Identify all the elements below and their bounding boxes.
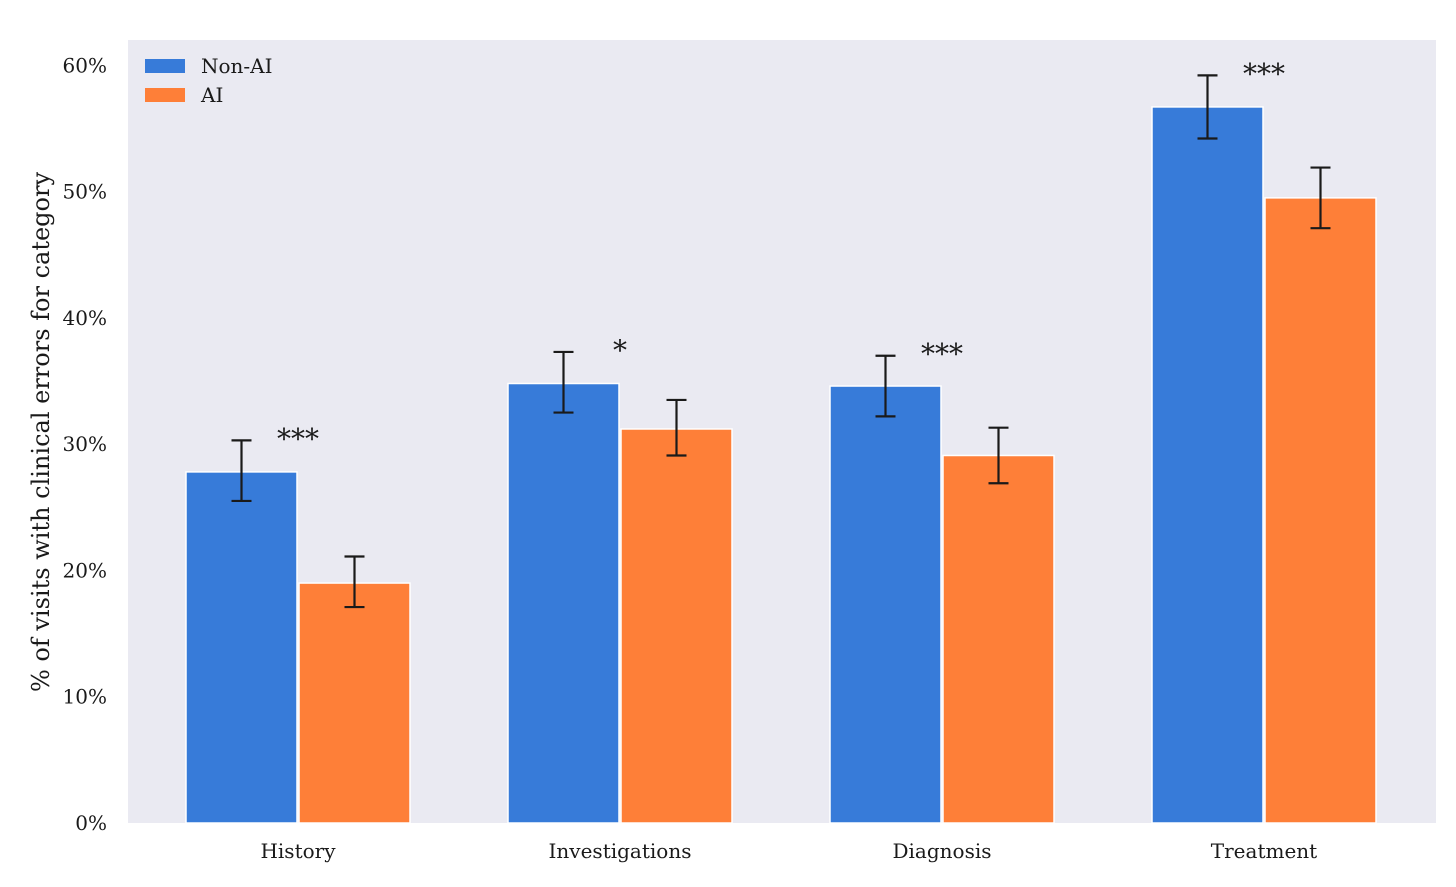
legend-item-ai[interactable]: AI <box>145 83 223 107</box>
bar-ai-history <box>298 582 411 824</box>
errorbar-non-ai-diagnosis <box>875 354 896 418</box>
errorbar-ai-history <box>344 555 365 609</box>
bar-non-ai-history <box>185 471 298 824</box>
legend-swatch <box>145 88 185 102</box>
errorbar-non-ai-treatment <box>1197 74 1218 140</box>
legend-item-non-ai[interactable]: Non-AI <box>145 54 273 78</box>
bars-layer <box>185 106 1377 824</box>
legend[interactable]: Non-AI AI <box>145 54 273 107</box>
y-tick-label-30: 30% <box>63 432 107 456</box>
x-axis: History Investigations Diagnosis Treatment <box>260 839 1317 863</box>
errorbar-non-ai-history <box>231 439 252 503</box>
significance-marker-treatment: *** <box>1243 57 1285 90</box>
legend-label: AI <box>200 83 223 107</box>
bar-ai-treatment <box>1264 197 1377 824</box>
y-tick-label-50: 50% <box>63 180 107 204</box>
y-axis: 0% 10% 20% 30% 40% 50% 60% <box>63 53 107 835</box>
y-tick-label-40: 40% <box>63 306 107 330</box>
y-tick-label-60: 60% <box>63 53 107 77</box>
legend-swatch <box>145 59 185 73</box>
bar-ai-investigations <box>620 428 733 824</box>
errorbars-layer <box>231 74 1331 609</box>
y-tick-label-20: 20% <box>63 558 107 582</box>
x-tick-label-investigations: Investigations <box>549 839 692 863</box>
bar-non-ai-diagnosis <box>829 385 942 824</box>
significance-marker-investigations: * <box>613 334 627 367</box>
significance-marker-history: *** <box>277 422 319 455</box>
y-axis-label: % of visits with clinical errors for cat… <box>27 172 55 692</box>
x-tick-label-treatment: Treatment <box>1211 839 1317 863</box>
y-tick-label-10: 10% <box>63 685 107 709</box>
bar-non-ai-treatment <box>1151 106 1264 824</box>
errorbar-ai-treatment <box>1310 166 1331 230</box>
bar-ai-diagnosis <box>942 454 1055 824</box>
significance-layer: **** ****** <box>277 57 1285 455</box>
legend-label: Non-AI <box>201 54 273 78</box>
x-tick-label-diagnosis: Diagnosis <box>892 839 991 863</box>
y-tick-label-0: 0% <box>75 811 107 835</box>
errorbar-ai-diagnosis <box>988 426 1009 485</box>
errorbar-ai-investigations <box>666 398 687 457</box>
bar-non-ai-investigations <box>507 382 620 824</box>
x-tick-label-history: History <box>260 839 336 863</box>
errorbar-non-ai-investigations <box>553 350 574 414</box>
significance-marker-diagnosis: *** <box>921 338 963 371</box>
